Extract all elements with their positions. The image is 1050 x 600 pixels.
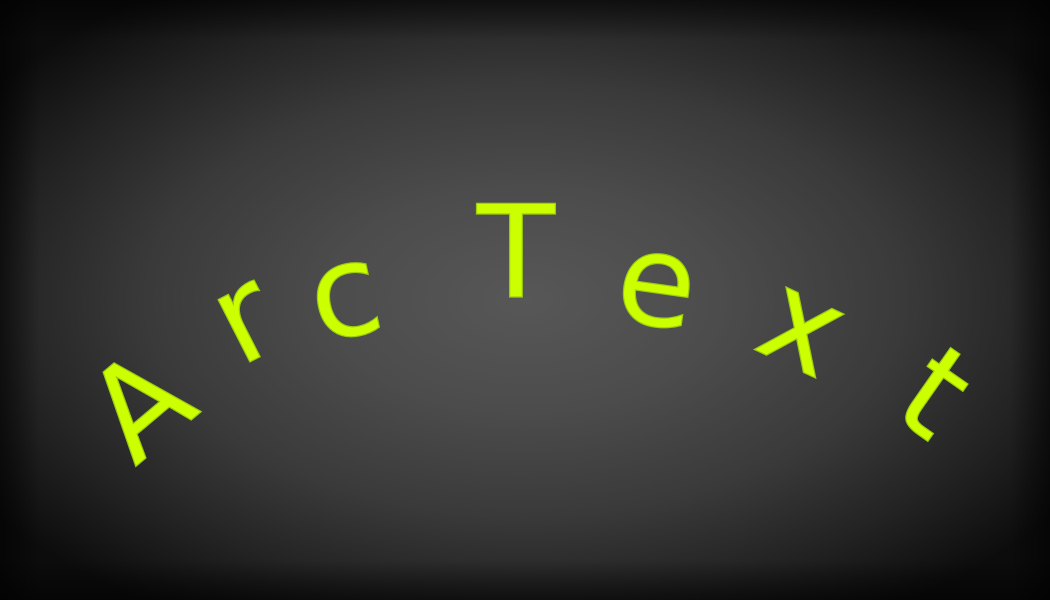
arc-letter: r [186,238,301,395]
arc-letter: t [871,318,998,469]
arc-letter: c [294,213,394,373]
arc-letter: e [608,202,707,361]
arc-letter: T [476,179,556,328]
arc-letter: x [738,241,870,408]
arc-letter: A [59,320,222,490]
